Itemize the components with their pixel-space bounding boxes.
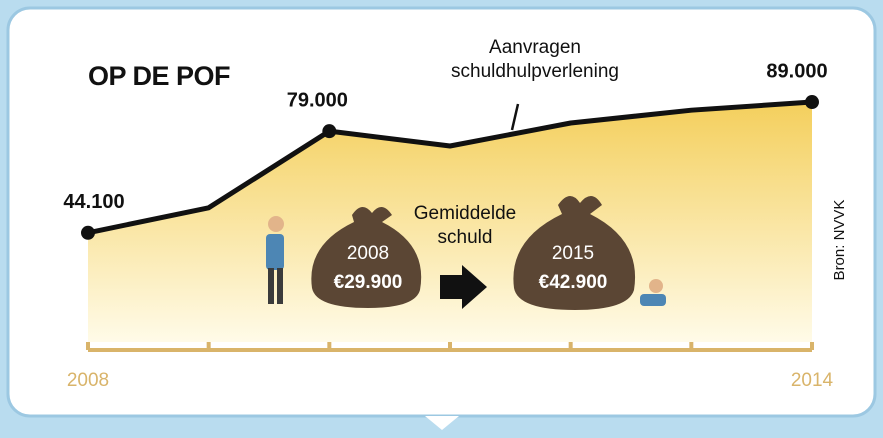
page: {"chart_data": {"type": "line", "title":… — [0, 0, 883, 438]
data-label: 79.000 — [287, 89, 348, 111]
bag-year: 2015 — [552, 243, 594, 264]
series-name: Aanvragen schuldhulpverlening — [440, 36, 630, 84]
point — [81, 226, 95, 240]
point — [322, 124, 336, 138]
point — [805, 95, 819, 109]
panel-notch — [425, 416, 459, 430]
debt-label: Gemiddelde schuld — [400, 202, 530, 250]
x-tick-label: 2014 — [791, 370, 834, 391]
data-label: 44.100 — [63, 191, 124, 213]
data-label: 89.000 — [766, 60, 827, 82]
source: Bron: NVVK — [831, 200, 848, 281]
bag-year: 2008 — [347, 243, 389, 264]
chart-title: OP DE POF — [88, 61, 230, 91]
bag-amount: €29.900 — [334, 272, 403, 293]
bag-amount: €42.900 — [539, 272, 608, 293]
x-tick-label: 2008 — [67, 370, 109, 391]
